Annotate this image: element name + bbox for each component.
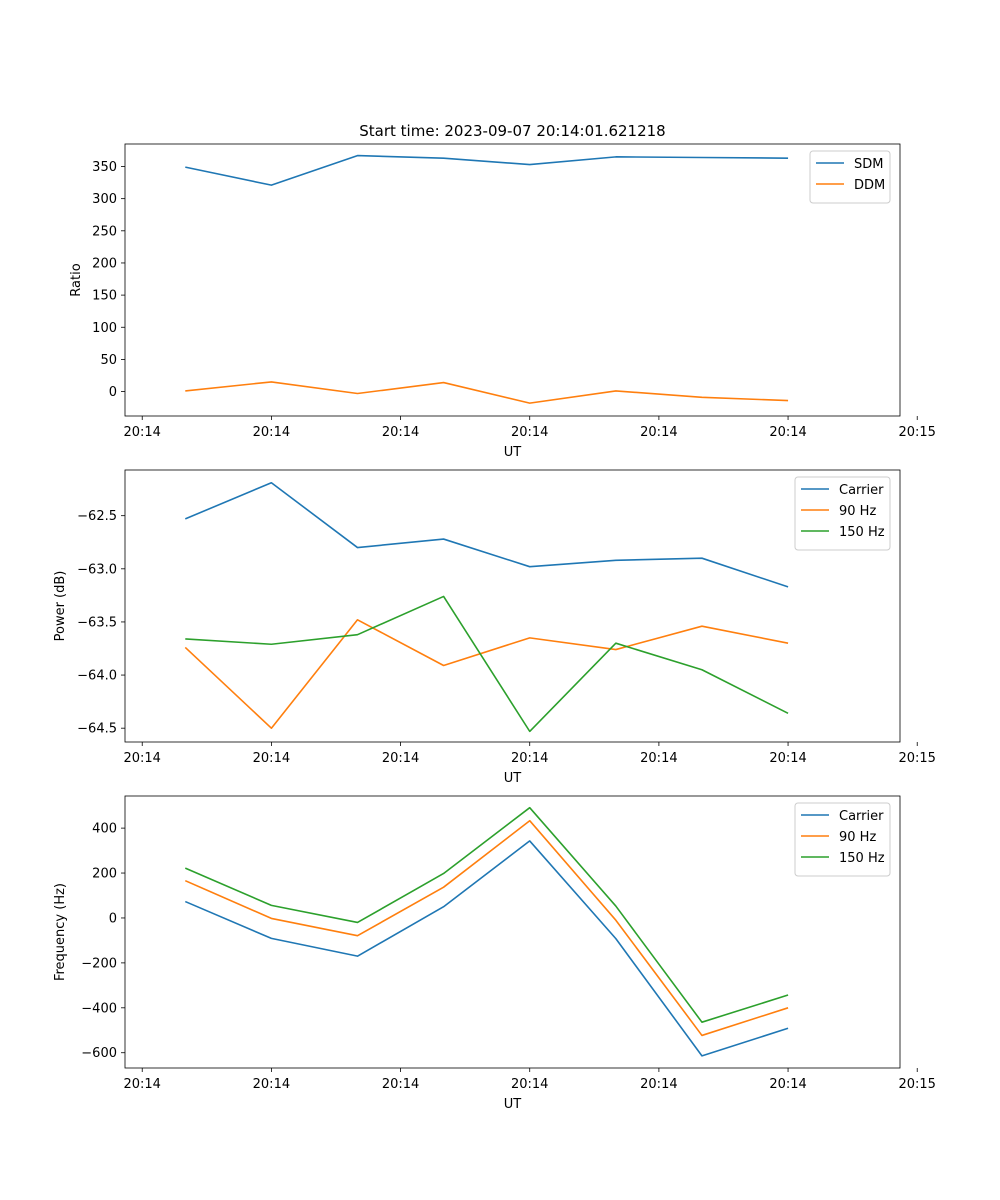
- panel-1: 20:14 20:14 20:14 20:14 20:14 20:14 20:15 0 50 10…: [69, 143, 936, 460]
- x-tick-label: 20:14: [769, 751, 806, 766]
- axes-frame: [124, 143, 901, 417]
- chart-title: Start time: 2023-09-07 20:14:01.621218: [359, 122, 665, 140]
- y-axis-label: Ratio: [69, 263, 84, 296]
- panels: 20:14 20:14 20:14 20:14 20:14 20:14 20:15 0 50 10…: [53, 143, 936, 1112]
- x-tick-label: 20:14: [253, 1077, 290, 1092]
- x-tick-label: 20:14: [382, 425, 419, 440]
- y-tick-label: −64.5: [77, 722, 117, 737]
- x-tick-label: 20:14: [253, 751, 290, 766]
- y-tick-label: 0: [109, 911, 117, 926]
- panel-3: 20:14 20:14 20:14 20:14 20:14 20:14 20:15 −600 −…: [53, 795, 936, 1112]
- y-tick-label: 400: [92, 822, 117, 837]
- y-tick-label: −600: [81, 1046, 117, 1061]
- y-tick-label: −64.0: [77, 669, 117, 684]
- y-tick-label: −400: [81, 1001, 117, 1016]
- legend-label: 150 Hz: [839, 525, 885, 540]
- legend-label: Carrier: [839, 809, 884, 824]
- axes-frame: [124, 795, 901, 1069]
- x-tick-label: 20:14: [769, 1077, 806, 1092]
- y-tick-label: −63.0: [77, 562, 117, 577]
- legend-label: 150 Hz: [839, 851, 885, 866]
- legend: Carrier 90 Hz 150 Hz: [794, 476, 891, 551]
- x-tick-label: 20:14: [769, 425, 806, 440]
- x-tick-label: 20:14: [123, 425, 160, 440]
- legend: Carrier 90 Hz 150 Hz: [794, 802, 891, 877]
- y-tick-label: 200: [92, 867, 117, 882]
- panel-2: 20:14 20:14 20:14 20:14 20:14 20:14 20:15 −64.5…: [53, 469, 936, 786]
- y-tick-label: −62.5: [77, 509, 117, 524]
- series-line-150-hz: [185, 595, 789, 733]
- series-line-90-hz: [184, 819, 789, 1037]
- y-tick-label: 100: [92, 321, 117, 336]
- x-tick-label: 20:14: [123, 1077, 160, 1092]
- legend-label: DDM: [854, 178, 885, 193]
- series-line-carrier: [184, 481, 789, 588]
- x-axis-label: UT: [504, 771, 522, 786]
- series-line-carrier: [184, 840, 789, 1057]
- y-tick-label: −200: [81, 956, 117, 971]
- x-axis-label: UT: [504, 1097, 522, 1112]
- legend-label: Carrier: [839, 483, 884, 498]
- x-tick-label: 20:14: [640, 1077, 677, 1092]
- y-tick-label: 150: [92, 289, 117, 304]
- series-line-sdm: [185, 154, 789, 186]
- x-tick-label: 20:15: [898, 1077, 935, 1092]
- legend: SDM DDM: [809, 150, 891, 204]
- x-tick-label: 20:14: [511, 1077, 548, 1092]
- x-axis-label: UT: [504, 445, 522, 460]
- x-tick-label: 20:14: [382, 751, 419, 766]
- x-tick-label: 20:15: [898, 751, 935, 766]
- y-tick-label: 50: [100, 353, 117, 368]
- y-tick-label: 300: [92, 192, 117, 207]
- series-line-ddm: [185, 381, 789, 404]
- y-tick-label: 200: [92, 256, 117, 271]
- series-line-90-hz: [184, 619, 789, 729]
- series-line-150-hz: [184, 806, 789, 1023]
- x-tick-label: 20:15: [898, 425, 935, 440]
- x-tick-label: 20:14: [382, 1077, 419, 1092]
- x-tick-label: 20:14: [640, 425, 677, 440]
- legend-box: [809, 150, 891, 204]
- y-tick-label: −63.5: [77, 615, 117, 630]
- axes-frame: [124, 469, 901, 743]
- x-tick-label: 20:14: [640, 751, 677, 766]
- x-tick-label: 20:14: [511, 751, 548, 766]
- legend-label: SDM: [854, 157, 883, 172]
- x-tick-label: 20:14: [123, 751, 160, 766]
- y-axis-label: Power (dB): [53, 571, 68, 642]
- y-tick-label: 350: [92, 160, 117, 175]
- legend-label: 90 Hz: [839, 504, 876, 519]
- x-tick-label: 20:14: [253, 425, 290, 440]
- x-tick-label: 20:14: [511, 425, 548, 440]
- y-tick-label: 0: [109, 385, 117, 400]
- legend-label: 90 Hz: [839, 830, 876, 845]
- y-tick-label: 250: [92, 224, 117, 239]
- y-axis-label: Frequency (Hz): [53, 883, 68, 981]
